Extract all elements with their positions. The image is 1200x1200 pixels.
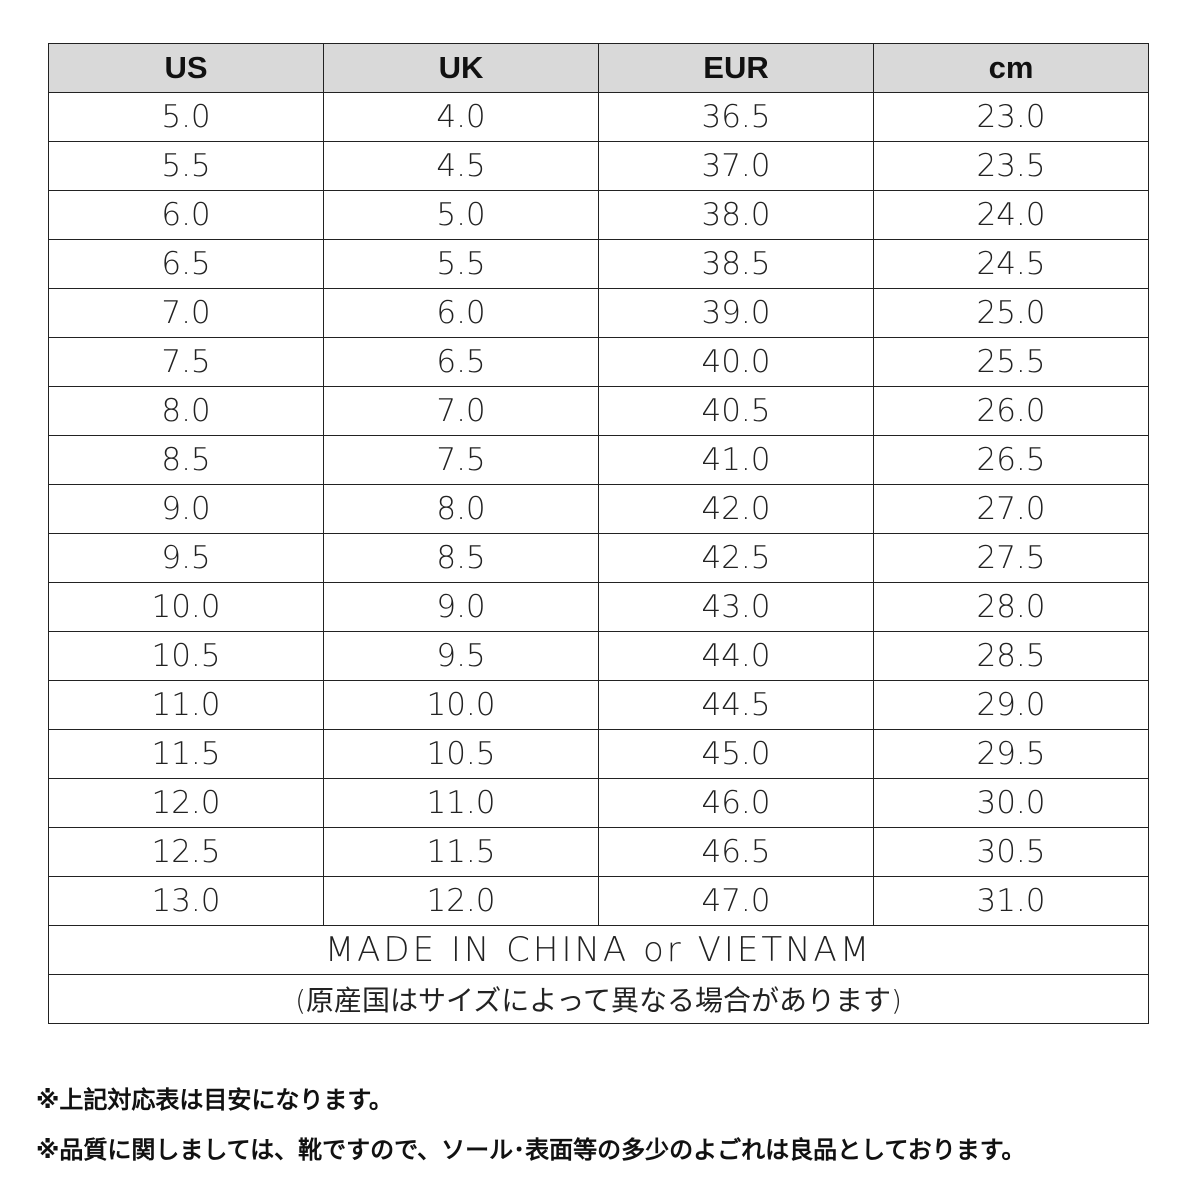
size-chart-table: US UK EUR cm 5.0 4.0 36.5 23.0 5.5 4.5 37.0 23.5 6.… [48,43,1149,1024]
cell-cm: 23.0 [873,92,1149,142]
cell-us: 7.5 [48,337,324,387]
column-header-cm: cm [873,43,1149,93]
cell-us: 10.0 [48,582,324,632]
origin-note-row: (原産国はサイズによって異なる場合があります) [48,974,1149,1024]
cell-us: 8.0 [48,386,324,436]
cell-cm: 26.0 [873,386,1149,436]
cell-uk: 9.0 [323,582,599,632]
cell-eur: 46.5 [598,827,874,877]
cell-us: 10.5 [48,631,324,681]
cell-us: 13.0 [48,876,324,926]
cell-cm: 25.0 [873,288,1149,338]
cell-cm: 27.0 [873,484,1149,534]
cell-us: 8.5 [48,435,324,485]
cell-cm: 29.0 [873,680,1149,730]
origin-note-text: (原産国はサイズによって異なる場合があります) [48,974,1149,1024]
table-row: 12.0 11.0 46.0 30.0 [48,778,1149,828]
cell-uk: 8.0 [323,484,599,534]
footnote-guide: ※上記対応表は目安になります。 [36,1086,393,1114]
made-in-row: MADE IN CHINA or VIETNAM [48,925,1149,975]
cell-cm: 28.0 [873,582,1149,632]
cell-uk: 10.5 [323,729,599,779]
cell-us: 6.0 [48,190,324,240]
cell-uk: 4.0 [323,92,599,142]
cell-eur: 44.0 [598,631,874,681]
table-row: 7.0 6.0 39.0 25.0 [48,288,1149,338]
table-row: 7.5 6.5 40.0 25.5 [48,337,1149,387]
cell-eur: 38.5 [598,239,874,289]
cell-eur: 42.5 [598,533,874,583]
cell-uk: 9.5 [323,631,599,681]
cell-eur: 42.0 [598,484,874,534]
column-header-us: US [48,43,324,93]
table-row: 5.5 4.5 37.0 23.5 [48,141,1149,191]
cell-uk: 6.0 [323,288,599,338]
cell-uk: 10.0 [323,680,599,730]
cell-eur: 38.0 [598,190,874,240]
cell-cm: 30.0 [873,778,1149,828]
cell-uk: 11.0 [323,778,599,828]
table-row: 10.0 9.0 43.0 28.0 [48,582,1149,632]
made-in-text: MADE IN CHINA or VIETNAM [48,925,1149,975]
cell-us: 11.0 [48,680,324,730]
table-row: 11.5 10.5 45.0 29.5 [48,729,1149,779]
cell-us: 5.0 [48,92,324,142]
cell-uk: 6.5 [323,337,599,387]
cell-uk: 12.0 [323,876,599,926]
cell-eur: 39.0 [598,288,874,338]
cell-eur: 37.0 [598,141,874,191]
table-row: 5.0 4.0 36.5 23.0 [48,92,1149,142]
footnote-quality: ※品質に関しましては、靴ですので、ソール･表面等の多少のよごれは良品としておりま… [36,1136,1026,1164]
cell-uk: 7.5 [323,435,599,485]
cell-cm: 27.5 [873,533,1149,583]
cell-uk: 11.5 [323,827,599,877]
cell-cm: 26.5 [873,435,1149,485]
cell-us: 7.0 [48,288,324,338]
cell-uk: 7.0 [323,386,599,436]
column-header-eur: EUR [598,43,874,93]
cell-eur: 47.0 [598,876,874,926]
cell-cm: 24.0 [873,190,1149,240]
table-row: 9.0 8.0 42.0 27.0 [48,484,1149,534]
cell-cm: 29.5 [873,729,1149,779]
cell-us: 9.5 [48,533,324,583]
cell-cm: 31.0 [873,876,1149,926]
cell-us: 11.5 [48,729,324,779]
cell-eur: 40.0 [598,337,874,387]
cell-eur: 36.5 [598,92,874,142]
column-header-uk: UK [323,43,599,93]
cell-cm: 23.5 [873,141,1149,191]
cell-eur: 41.0 [598,435,874,485]
table-row: 12.5 11.5 46.5 30.5 [48,827,1149,877]
cell-cm: 30.5 [873,827,1149,877]
cell-uk: 4.5 [323,141,599,191]
table-row: 13.0 12.0 47.0 31.0 [48,876,1149,926]
cell-uk: 5.5 [323,239,599,289]
cell-cm: 25.5 [873,337,1149,387]
table-row: 11.0 10.0 44.5 29.0 [48,680,1149,730]
cell-us: 12.0 [48,778,324,828]
table-row: 6.5 5.5 38.5 24.5 [48,239,1149,289]
cell-uk: 8.5 [323,533,599,583]
cell-us: 5.5 [48,141,324,191]
cell-cm: 24.5 [873,239,1149,289]
table-row: 8.5 7.5 41.0 26.5 [48,435,1149,485]
cell-us: 6.5 [48,239,324,289]
cell-eur: 46.0 [598,778,874,828]
table-row: 6.0 5.0 38.0 24.0 [48,190,1149,240]
table-row: 10.5 9.5 44.0 28.5 [48,631,1149,681]
cell-uk: 5.0 [323,190,599,240]
cell-cm: 28.5 [873,631,1149,681]
table-header-row: US UK EUR cm [48,43,1149,93]
cell-eur: 44.5 [598,680,874,730]
cell-eur: 43.0 [598,582,874,632]
cell-eur: 40.5 [598,386,874,436]
cell-us: 9.0 [48,484,324,534]
cell-eur: 45.0 [598,729,874,779]
cell-us: 12.5 [48,827,324,877]
table-row: 9.5 8.5 42.5 27.5 [48,533,1149,583]
table-row: 8.0 7.0 40.5 26.0 [48,386,1149,436]
